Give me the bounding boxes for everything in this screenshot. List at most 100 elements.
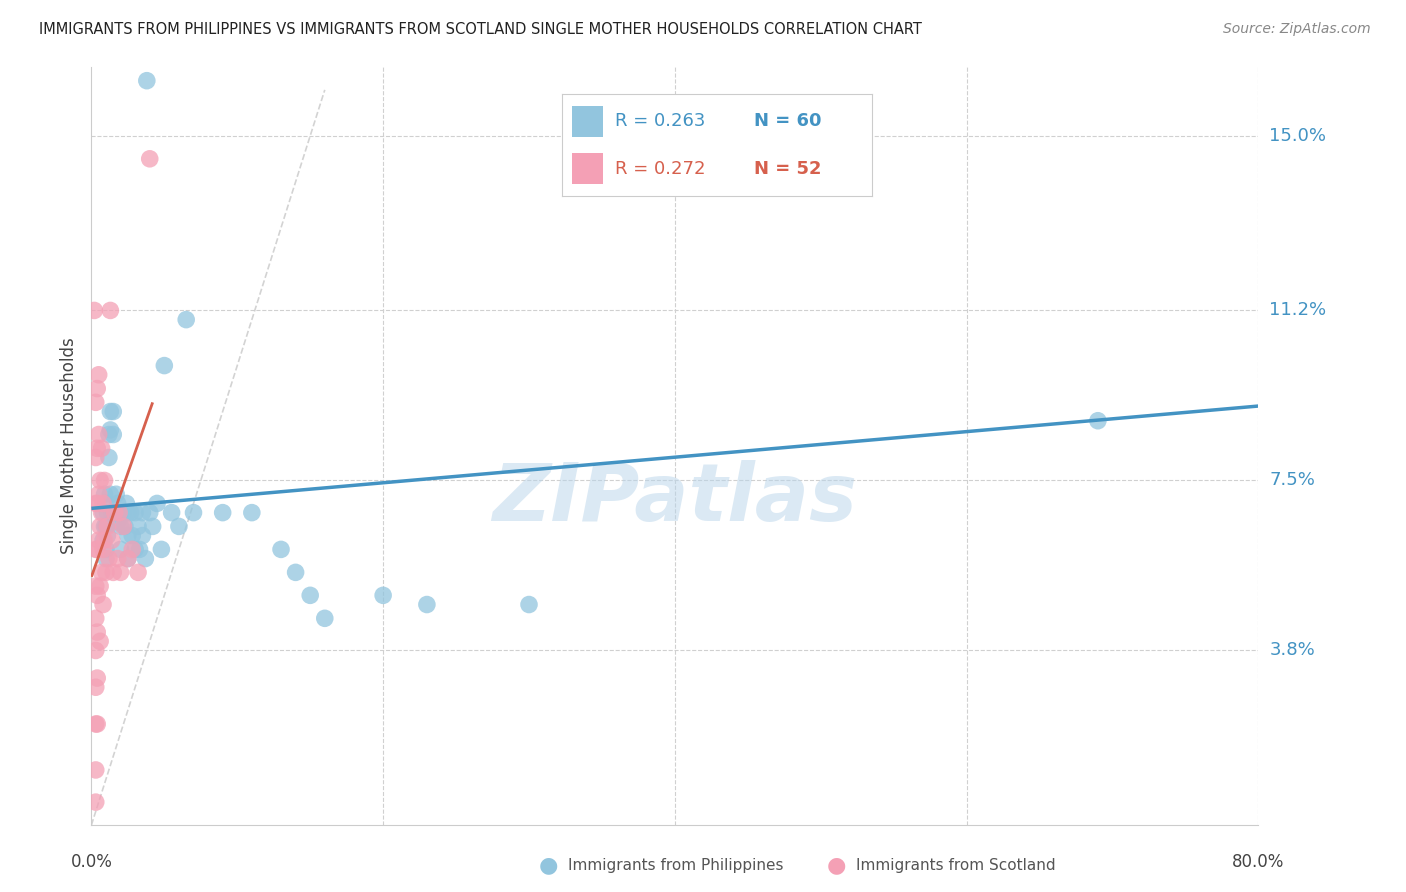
Point [84, 717, 107, 731]
Point [101, 506, 124, 520]
Point [110, 566, 132, 580]
Point [117, 551, 139, 566]
Text: 11.2%: 11.2% [1270, 301, 1327, 319]
Point [96, 528, 118, 542]
Point [84, 496, 107, 510]
Point [87, 533, 110, 548]
Point [183, 506, 205, 520]
Point [84, 579, 107, 593]
Point [93, 519, 115, 533]
Bar [572, 106, 603, 136]
Text: 7.5%: 7.5% [1270, 472, 1316, 490]
Text: IMMIGRANTS FROM PHILIPPINES VS IMMIGRANTS FROM SCOTLAND SINGLE MOTHER HOUSEHOLDS: IMMIGRANTS FROM PHILIPPINES VS IMMIGRANT… [39, 22, 922, 37]
Point [90, 506, 112, 520]
Point [93, 487, 115, 501]
Point [86, 442, 108, 456]
Point [124, 506, 146, 520]
Point [86, 671, 108, 685]
Point [117, 506, 139, 520]
Text: 80.0%: 80.0% [1232, 853, 1285, 871]
Point [91, 533, 114, 548]
Point [89, 474, 111, 488]
Point [91, 542, 114, 557]
Point [103, 404, 125, 418]
Point [416, 598, 439, 612]
Point [87, 487, 110, 501]
Point [84, 763, 107, 777]
Point [91, 598, 114, 612]
Point [131, 528, 153, 542]
Point [112, 506, 135, 520]
Point [117, 528, 139, 542]
Point [131, 506, 153, 520]
Point [98, 487, 121, 501]
Point [138, 152, 162, 166]
Point [89, 634, 111, 648]
Text: R = 0.272: R = 0.272 [614, 160, 706, 178]
Point [110, 519, 132, 533]
Point [128, 542, 150, 557]
Point [84, 643, 107, 657]
Point [91, 496, 114, 510]
Point [150, 542, 173, 557]
Point [84, 542, 107, 557]
Point [97, 551, 120, 566]
Point [90, 442, 112, 456]
Point [86, 588, 108, 602]
Text: 15.0%: 15.0% [1270, 127, 1326, 145]
Text: ●: ● [827, 855, 846, 875]
Point [127, 519, 149, 533]
Text: 0.0%: 0.0% [70, 853, 112, 871]
Point [211, 506, 233, 520]
Point [103, 566, 125, 580]
Point [96, 519, 118, 533]
Point [174, 312, 197, 326]
Point [153, 359, 176, 373]
Point [86, 717, 108, 731]
Point [115, 496, 138, 510]
Point [84, 611, 107, 625]
Point [121, 542, 143, 557]
Point [270, 542, 292, 557]
Point [314, 611, 336, 625]
Point [86, 625, 108, 640]
Point [90, 566, 112, 580]
Point [86, 542, 108, 557]
Text: 3.8%: 3.8% [1270, 641, 1315, 659]
Point [107, 496, 129, 510]
Point [94, 496, 117, 510]
Point [84, 450, 107, 465]
Point [121, 528, 143, 542]
Point [97, 427, 120, 442]
Point [87, 368, 110, 382]
Point [371, 588, 394, 602]
Point [240, 506, 263, 520]
Point [142, 519, 165, 533]
Point [138, 506, 162, 520]
Point [91, 506, 114, 520]
Point [96, 506, 118, 520]
Point [108, 506, 131, 520]
Point [84, 795, 107, 809]
Point [160, 506, 183, 520]
Point [86, 496, 108, 510]
Point [84, 395, 107, 409]
Point [87, 427, 110, 442]
Bar [572, 153, 603, 184]
Point [127, 566, 149, 580]
Point [104, 506, 127, 520]
Point [284, 566, 307, 580]
Text: Immigrants from Philippines: Immigrants from Philippines [568, 858, 783, 872]
Text: Immigrants from Scotland: Immigrants from Scotland [856, 858, 1056, 872]
Point [134, 551, 156, 566]
Point [86, 382, 108, 396]
Point [110, 542, 132, 557]
Point [114, 519, 136, 533]
Y-axis label: Single Mother Households: Single Mother Households [59, 338, 77, 554]
Point [634, 106, 657, 120]
Point [1087, 414, 1109, 428]
Point [101, 533, 124, 548]
Text: ●: ● [538, 855, 558, 875]
Point [120, 506, 142, 520]
Point [94, 542, 117, 557]
